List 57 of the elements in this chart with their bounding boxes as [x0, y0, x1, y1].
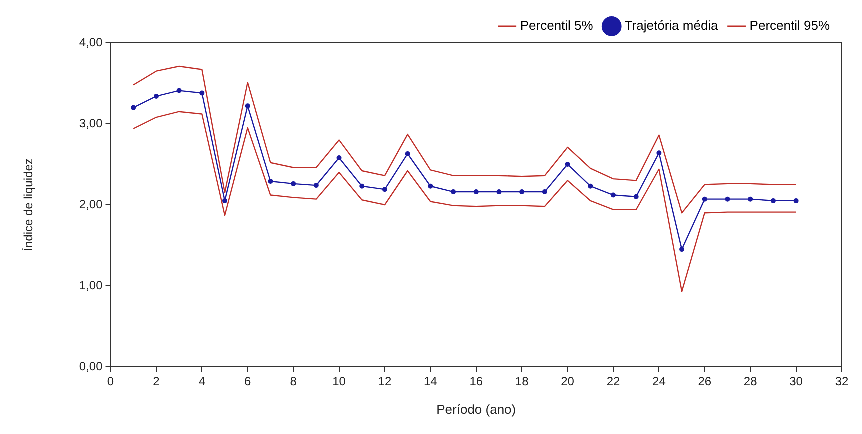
point: [656, 150, 662, 156]
point: [542, 190, 548, 195]
point: [702, 196, 708, 202]
y-tick-label: 3,00: [79, 116, 104, 130]
point: [154, 94, 159, 99]
point: [748, 196, 754, 202]
y-axis-title: Índice de liquidez: [22, 158, 36, 252]
x-tick-label: 16: [470, 374, 484, 389]
x-tick-label: 22: [606, 374, 620, 389]
x-tick-label: 8: [290, 374, 298, 389]
x-tick-label: 4: [198, 374, 206, 389]
x-tick-label: 0: [107, 374, 114, 389]
x-tick-label: 28: [744, 374, 758, 389]
point: [520, 190, 525, 195]
y-tick-label: 1,00: [79, 278, 104, 292]
point: [725, 196, 730, 202]
point: [610, 192, 616, 198]
x-tick-label: 12: [378, 374, 392, 389]
point: [200, 90, 205, 96]
x-tick-label: 18: [515, 374, 530, 389]
point: [291, 181, 296, 186]
y-tick-label: 4,00: [79, 35, 104, 50]
x-tick-label: 32: [835, 374, 849, 389]
y-tick-label: 2,00: [79, 197, 104, 212]
point: [336, 156, 342, 161]
point: [496, 190, 502, 195]
point: [474, 190, 479, 195]
x-tick-label: 26: [698, 374, 712, 389]
x-tick-label: 30: [790, 374, 804, 389]
point: [451, 190, 456, 195]
x-axis-title: Período (ano): [436, 402, 516, 417]
point: [588, 184, 594, 189]
point: [565, 162, 570, 167]
point: [268, 179, 274, 184]
x-tick-label: 14: [424, 374, 438, 389]
x-tick-label: 20: [561, 374, 575, 389]
point: [770, 198, 776, 204]
point: [245, 104, 250, 109]
x-tick-label: 6: [244, 374, 252, 389]
legend-label: Percentil 5%: [520, 18, 594, 34]
point: [634, 194, 639, 200]
point: [222, 198, 228, 204]
point: [176, 88, 182, 94]
x-tick-label: 2: [153, 374, 160, 389]
point: [314, 183, 319, 188]
point: [428, 184, 434, 189]
legend-label: Trajetória média: [624, 18, 720, 34]
y-tick-label: 0,00: [79, 359, 104, 374]
point: [382, 187, 388, 192]
x-tick-label: 24: [652, 374, 666, 389]
legend-label: Percentil 95%: [750, 18, 830, 34]
point: [794, 198, 799, 204]
point: [131, 105, 136, 110]
point: [360, 184, 365, 189]
x-tick-label: 10: [332, 374, 346, 389]
point: [405, 151, 410, 156]
point: [680, 247, 685, 252]
